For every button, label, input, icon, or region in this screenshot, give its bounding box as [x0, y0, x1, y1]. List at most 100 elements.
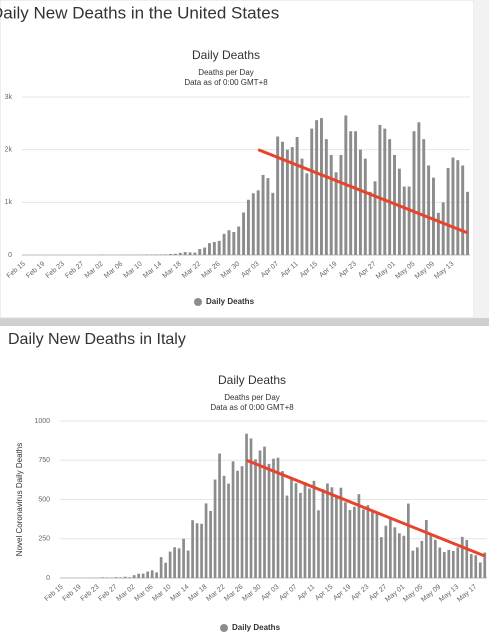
legend-marker — [220, 624, 228, 632]
bar — [263, 446, 266, 578]
bar — [123, 576, 127, 578]
x-tick-label: Mar 02 — [115, 584, 136, 603]
bar — [232, 231, 236, 255]
bar — [222, 475, 226, 578]
bar — [267, 463, 271, 578]
bar — [305, 173, 309, 255]
y-tick-label: 2k — [5, 147, 13, 154]
bar — [474, 555, 478, 578]
bar — [389, 518, 392, 578]
bar — [438, 547, 442, 578]
x-tick-label: Apr 03 — [260, 584, 280, 603]
bar — [183, 252, 187, 255]
bar — [272, 458, 275, 578]
x-tick-label: Feb 23 — [79, 584, 100, 603]
bar — [371, 512, 374, 578]
chart-subtitle: Deaths per Day — [224, 393, 280, 402]
bar — [344, 502, 347, 578]
bar — [303, 482, 307, 578]
x-tick-label: Apr 15 — [314, 584, 334, 603]
bar — [251, 193, 255, 255]
bar — [169, 254, 172, 255]
bar — [363, 158, 367, 255]
y-tick-label: 1000 — [34, 418, 50, 425]
bar — [182, 538, 185, 578]
x-tick-label: Apr 07 — [278, 584, 298, 603]
bar — [261, 174, 265, 255]
bar — [358, 149, 362, 255]
bar — [191, 520, 194, 578]
bar — [285, 495, 289, 578]
bar — [349, 131, 353, 255]
x-tick-label: May 17 — [456, 584, 478, 604]
bar — [200, 523, 203, 578]
bar — [460, 536, 464, 578]
legend-marker — [194, 298, 202, 306]
bar — [258, 450, 262, 578]
trend-line — [257, 148, 469, 235]
bar — [137, 573, 141, 578]
bar — [249, 438, 253, 578]
bar — [114, 577, 118, 578]
side-strip — [474, 0, 489, 318]
bar — [308, 488, 311, 578]
bar — [312, 480, 316, 578]
bar — [177, 548, 181, 578]
x-tick-label: Apr 19 — [332, 584, 352, 603]
bar — [427, 165, 431, 255]
bar — [119, 577, 123, 578]
bar — [315, 120, 319, 255]
bar — [451, 550, 455, 578]
bar — [208, 243, 211, 255]
bar — [254, 459, 257, 578]
bar — [466, 191, 470, 255]
bar — [388, 139, 392, 255]
bar — [227, 483, 230, 578]
bar — [276, 457, 280, 578]
x-tick-label: Feb 19 — [62, 584, 83, 603]
bar — [354, 131, 358, 255]
bar — [424, 520, 428, 578]
bar — [231, 461, 235, 578]
bar — [339, 154, 343, 255]
bar — [469, 553, 473, 578]
bar — [324, 139, 328, 255]
bar — [478, 562, 482, 578]
chart-title: Daily Deaths — [218, 373, 286, 387]
x-tick-label: Mar 26 — [223, 584, 244, 603]
bar — [290, 478, 293, 578]
bar — [164, 254, 168, 255]
bar — [442, 552, 446, 578]
bar — [375, 512, 379, 578]
bar — [339, 487, 343, 578]
bar — [281, 471, 284, 578]
bar — [326, 483, 329, 578]
chart-title: Daily Deaths — [192, 48, 260, 62]
bar — [285, 149, 289, 255]
bar — [362, 509, 365, 578]
bar — [155, 572, 158, 578]
bar — [321, 489, 325, 578]
bar — [406, 503, 410, 578]
bar — [433, 539, 437, 578]
bar — [276, 136, 280, 255]
bar — [178, 252, 182, 255]
chart-subtitle: Deaths per Day — [198, 68, 254, 77]
bar — [330, 487, 334, 578]
bar — [198, 249, 202, 255]
bar — [218, 453, 221, 578]
bar — [335, 495, 338, 578]
bar — [237, 226, 241, 255]
bar — [366, 505, 370, 578]
bar — [294, 483, 298, 578]
bar — [154, 254, 158, 255]
x-tick-label: Mar 06 — [133, 584, 154, 603]
bar — [380, 537, 383, 578]
bar — [195, 523, 199, 578]
y-tick-label: 1k — [5, 199, 13, 206]
bar — [203, 247, 207, 255]
bar — [132, 575, 136, 578]
bar — [168, 551, 172, 578]
bar — [417, 122, 421, 255]
